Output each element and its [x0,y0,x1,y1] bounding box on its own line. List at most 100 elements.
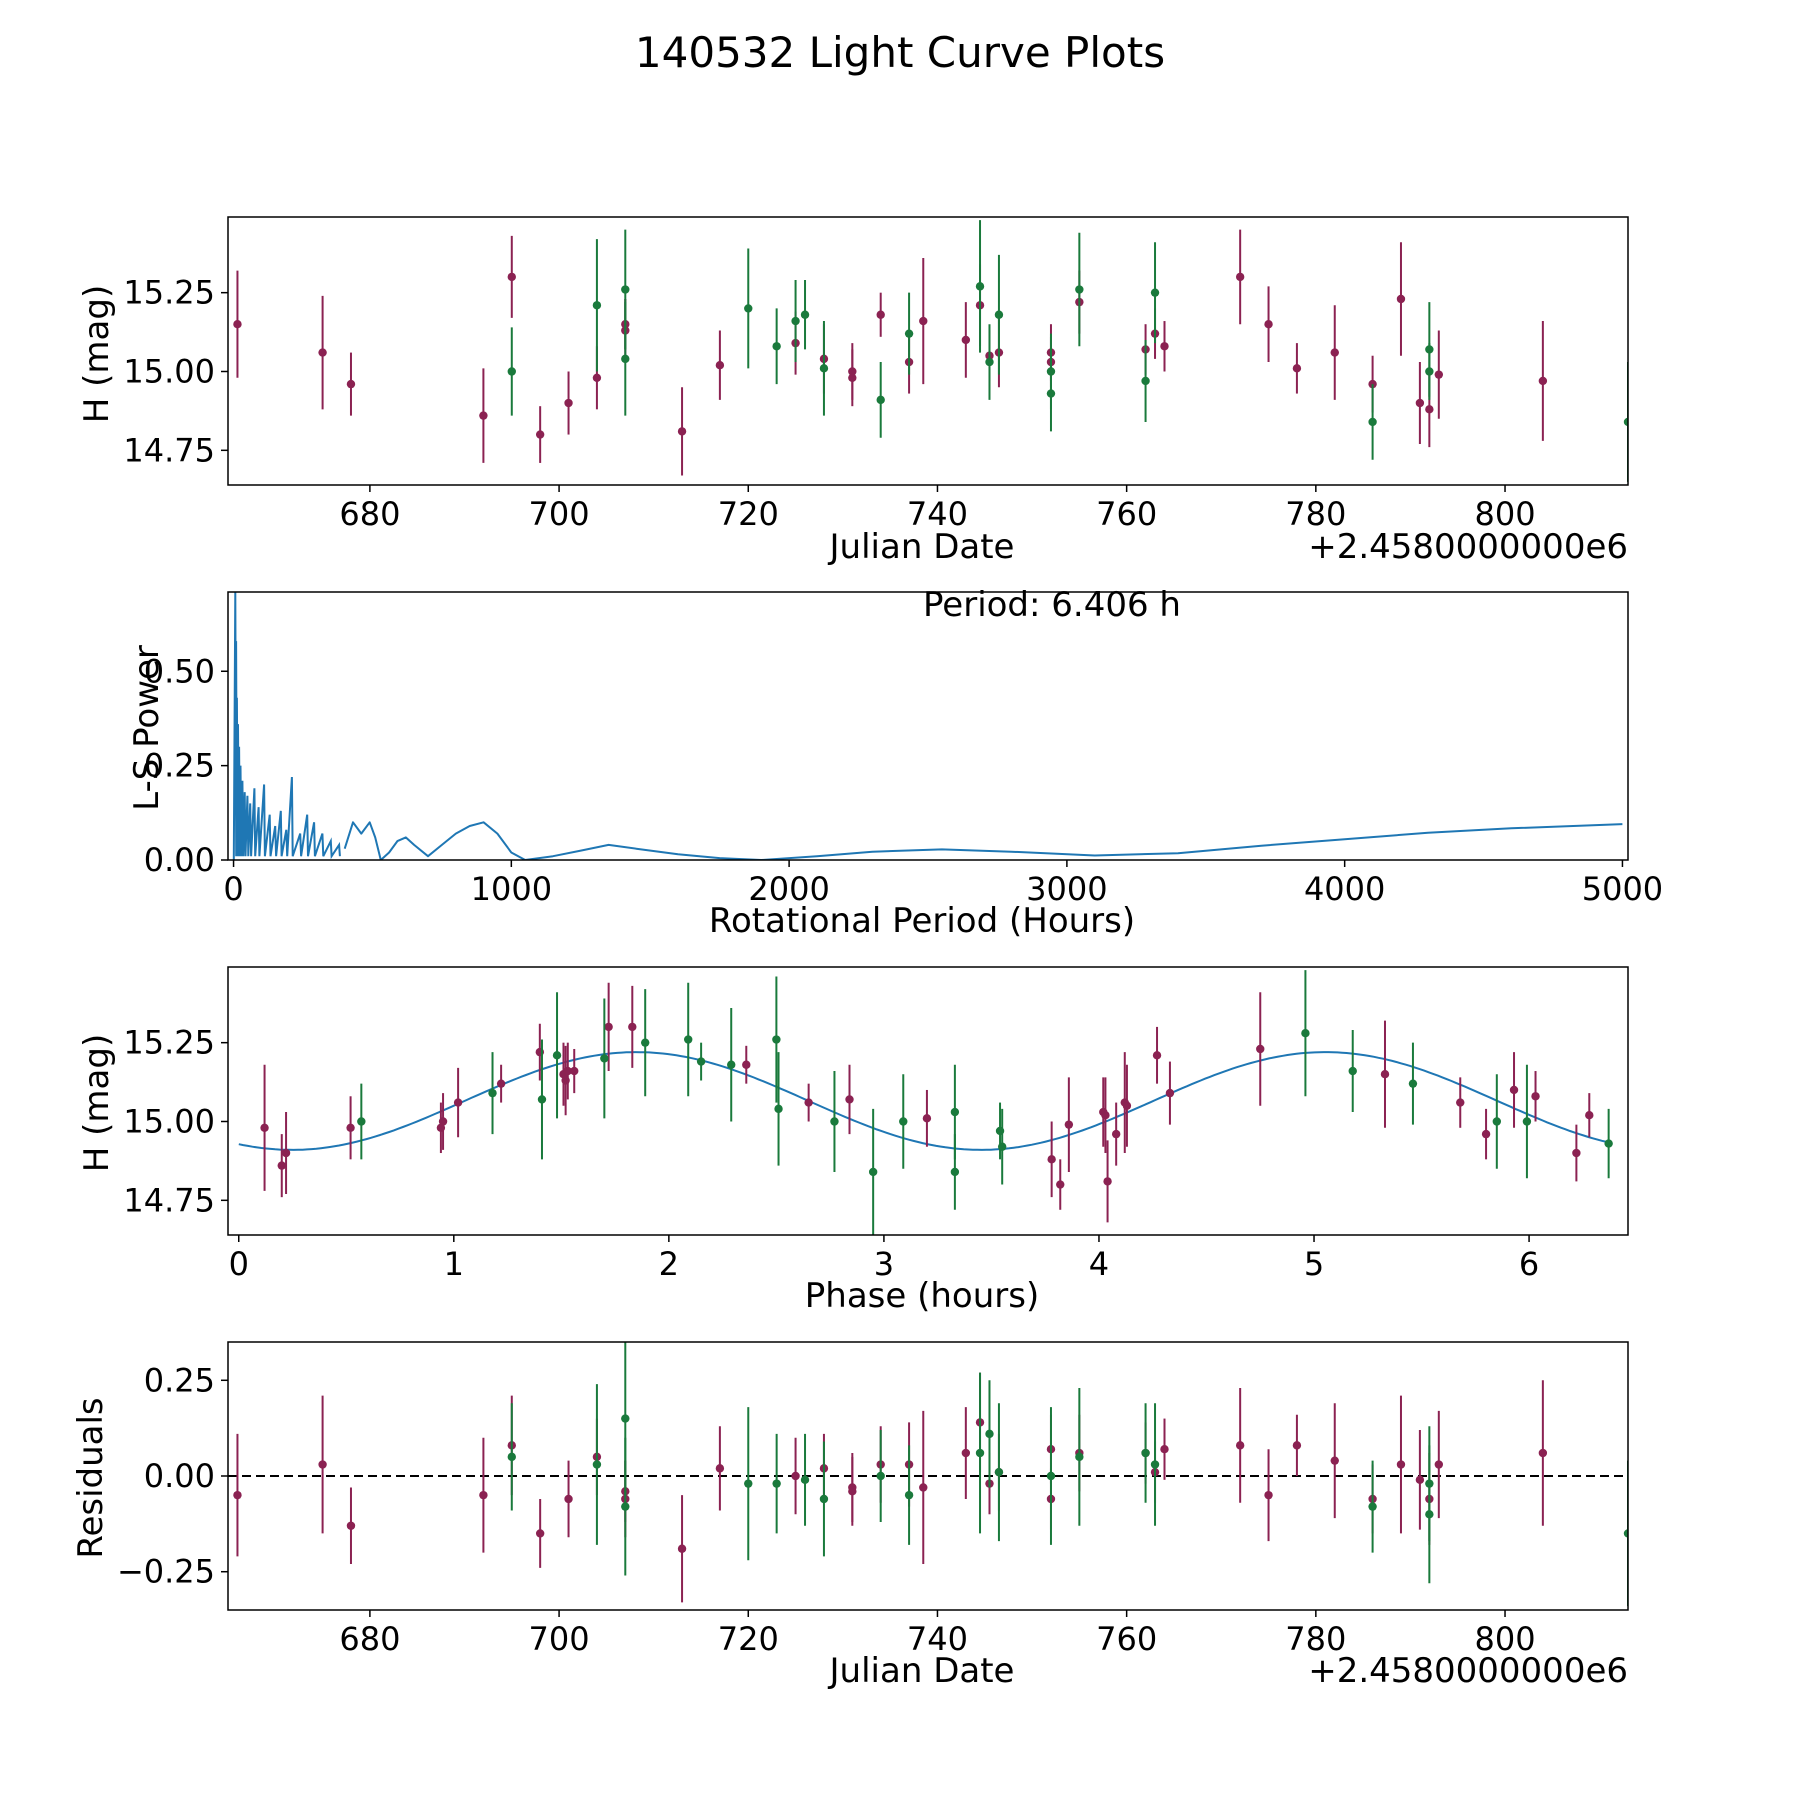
data-point-green [772,1035,781,1044]
data-point-maroon [1064,1120,1074,1129]
data-point-green [1046,389,1056,398]
data-point-green [772,1479,781,1488]
data-point-maroon [1292,364,1302,373]
data-point-maroon [479,1490,488,1500]
data-point-green [1623,1529,1628,1538]
data-point-maroon [346,1521,356,1530]
data-point-maroon [453,1098,463,1107]
data-point-green [744,1479,753,1488]
data-point-green [507,1452,516,1462]
panel-periodogram: L-S Power Rotational Period (Hours) Peri… [127,585,1663,941]
ylabel-periodogram: L-S Power [127,645,167,811]
data-point-green [1150,1460,1160,1469]
x-tick-label: 3 [874,1245,894,1283]
data-point-green [904,1490,914,1500]
data-points [260,970,1613,1235]
data-point-green [1425,367,1434,376]
y-tick-label: 14.75 [123,431,215,469]
data-point-maroon [1330,348,1339,357]
offset-label-residuals: +2.4580000000e6 [1308,1651,1628,1691]
data-point-maroon [1330,1456,1339,1465]
x-tick-label: 740 [907,495,968,533]
x-tick-label: 4 [1089,1245,1109,1283]
data-point-green [791,316,800,326]
data-point-green [868,1167,878,1177]
data-point-maroon [346,379,356,389]
data-point-green [1522,1117,1532,1126]
data-point-green [1492,1117,1502,1126]
data-point-green [641,1038,650,1047]
data-point-maroon [1152,1051,1162,1060]
data-point-green [621,285,630,294]
data-point-maroon [1235,1441,1245,1450]
data-point-maroon [845,1095,854,1104]
data-point-green [684,1035,693,1044]
data-point-maroon [592,373,602,382]
data-point-maroon [791,1471,800,1481]
x-tick-label: 700 [529,1620,590,1658]
data-point-maroon [1396,294,1406,304]
data-point-maroon [1538,376,1548,386]
data-point-green [899,1117,908,1126]
x-tick-label: 5000 [1582,870,1663,908]
xlabel-lightcurve: Julian Date [828,527,1015,567]
data-point-maroon [436,1123,446,1133]
data-point-green [1425,345,1434,354]
ylabel-phased: H (mag) [77,1034,117,1172]
plot-frame [227,216,1629,486]
data-point-maroon [876,310,885,319]
data-point-maroon [1160,342,1169,351]
plot-frame [227,591,1629,861]
data-point-green [1301,1029,1310,1038]
x-tick-label: 740 [907,1620,968,1658]
x-tick-label: 4000 [1304,870,1385,908]
data-point-maroon [233,320,242,329]
data-point-maroon [677,1544,687,1553]
panel-phased: H (mag) Phase (hours) 0 1 2 3 4 5 6 14.75 15.00 1… [77,966,1629,1316]
panel-residuals: Residuals Julian Date +2.4580000000e6 68… [71,1341,1629,1691]
ylabel-residuals: Residuals [71,1397,111,1558]
data-point-maroon [535,1529,545,1538]
data-point-maroon [1456,1098,1465,1107]
data-point-maroon [318,348,327,357]
y-tick-label: 0.25 [144,747,215,785]
plot-frame [227,1341,1629,1611]
data-point-maroon [1292,1441,1302,1450]
data-point-green [774,1104,783,1114]
x-tick-label: 1 [444,1245,464,1283]
data-point-green [1368,1502,1377,1511]
x-tick-label: 6 [1519,1245,1539,1283]
data-point-maroon [1101,1110,1110,1120]
period-annotation: Period: 6.406 h [923,585,1181,625]
data-point-maroon [1538,1448,1548,1458]
model-curve [238,1051,1607,1151]
x-tick-label: 700 [529,495,590,533]
data-point-maroon [848,1483,857,1492]
data-point-green [357,1117,366,1126]
panel-lightcurve: H (mag) Julian Date +2.4580000000e6 680 7… [77,216,1629,567]
x-tick-label: 720 [718,1620,779,1658]
data-points [233,1342,1628,1607]
y-tick-label: 15.25 [123,274,215,312]
data-point-maroon [260,1123,269,1133]
x-tick-label: 680 [339,1620,400,1658]
data-point-maroon [1425,405,1434,414]
data-point-maroon [1531,1092,1540,1101]
data-point-maroon [496,1079,506,1088]
figure-title: 140532 Light Curve Plots [635,28,1165,77]
periodogram-line [232,592,1623,860]
x-tick-label: 720 [718,495,779,533]
x-tick-label: 800 [1474,1620,1535,1658]
data-point-green [1046,1471,1056,1481]
x-tick-label: 2000 [748,870,829,908]
data-point-green [975,282,985,291]
data-point-green [800,1475,810,1485]
data-point-maroon [604,1022,613,1032]
data-point-maroon [563,1066,572,1076]
data-point-green [876,1471,885,1481]
data-point-maroon [1103,1177,1112,1186]
data-point-maroon [1235,272,1245,282]
data-point-maroon [715,360,725,370]
data-point-green [1141,1448,1150,1458]
